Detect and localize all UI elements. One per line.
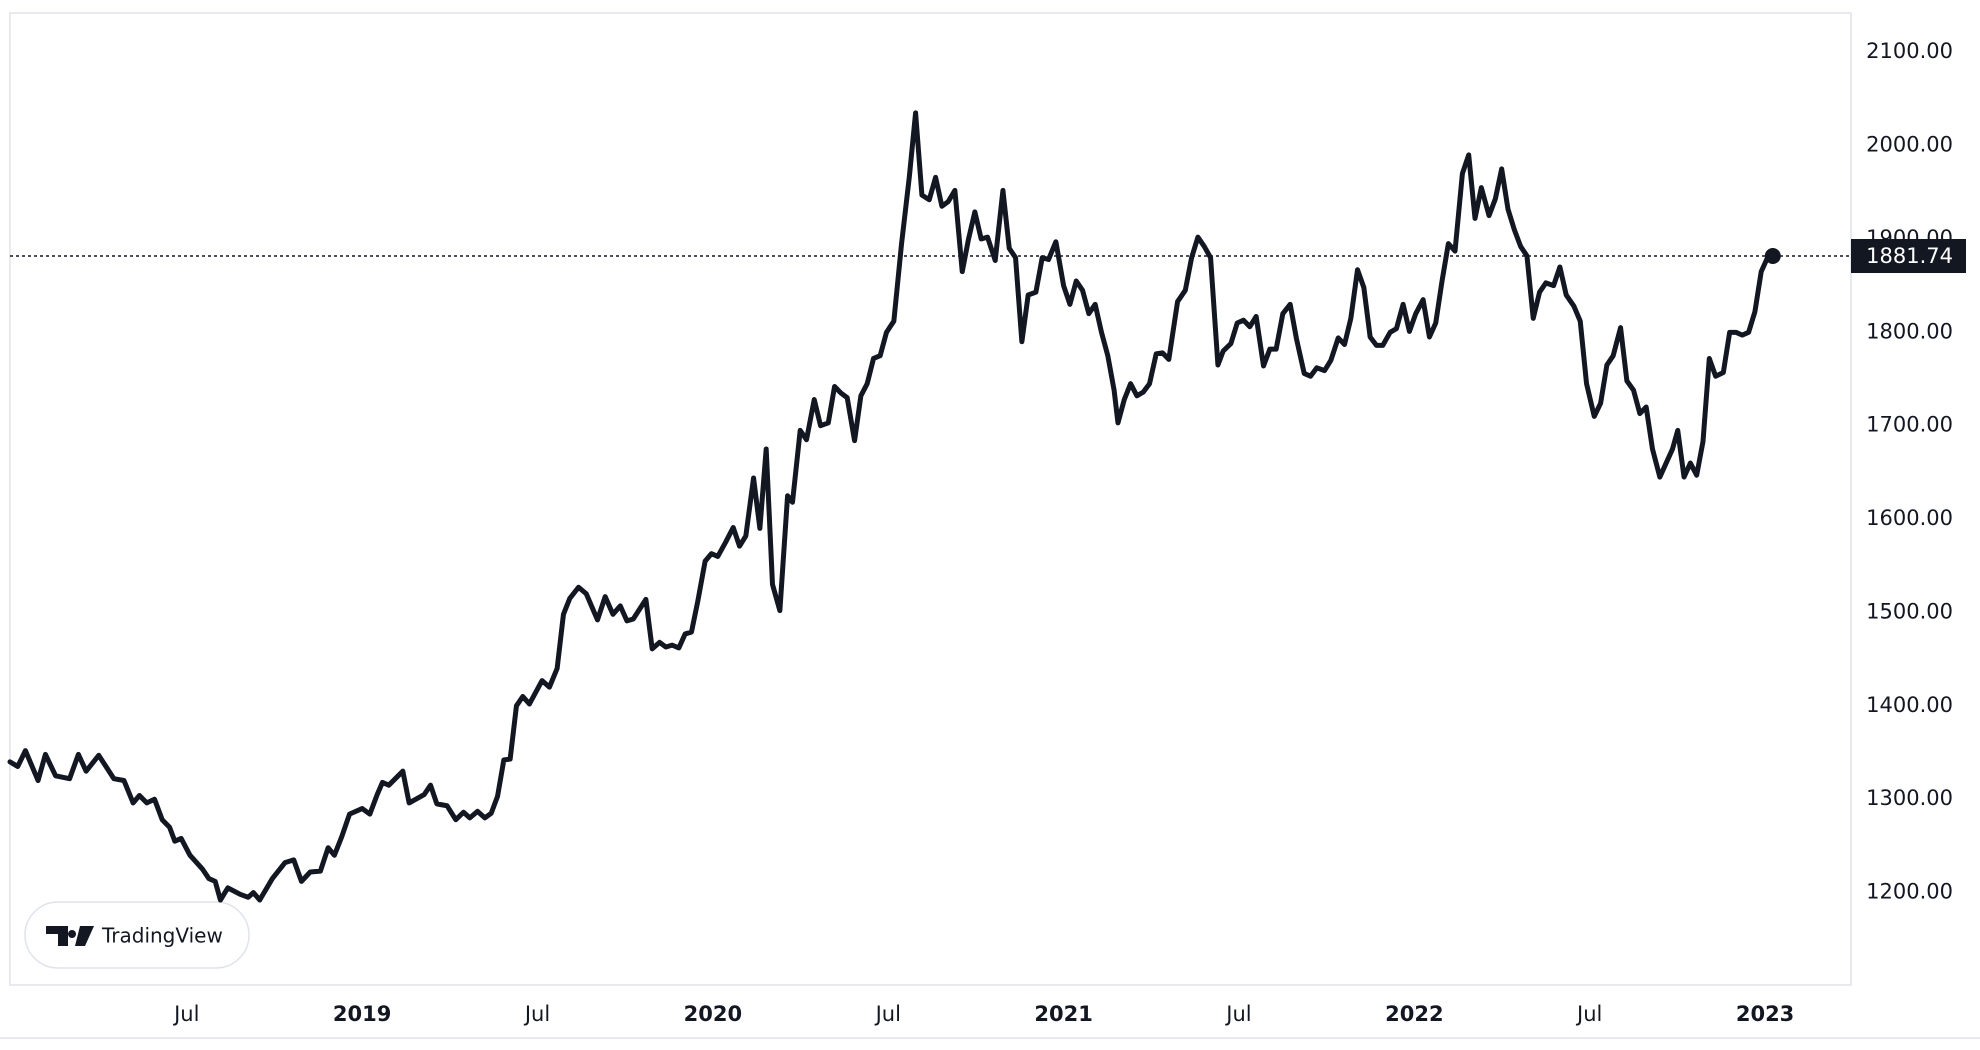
plot-frame	[9, 12, 1852, 986]
y-tick-label: 1600.00	[1866, 506, 1953, 530]
logo-text: TradingView	[101, 924, 223, 948]
x-tick-label: 2019	[333, 1002, 391, 1026]
x-tick-label: 2022	[1385, 1002, 1443, 1026]
y-tick-label: 1200.00	[1866, 880, 1953, 904]
last-price-dot	[1764, 248, 1781, 265]
y-tick-label: 2000.00	[1866, 133, 1953, 157]
x-tick-label: Jul	[874, 1002, 901, 1026]
logo-icon	[46, 926, 94, 946]
y-tick-label: 1300.00	[1866, 786, 1953, 810]
y-tick-label: 1700.00	[1866, 413, 1953, 437]
x-tick-label: 2023	[1736, 1002, 1794, 1026]
last-price-badge	[1851, 239, 1966, 274]
logo[interactable]: TradingView	[24, 901, 250, 969]
y-tick-label: 1800.00	[1866, 319, 1953, 343]
x-tick-label: Jul	[1224, 1002, 1251, 1026]
price-line	[7, 110, 1776, 903]
x-tick-label: Jul	[523, 1002, 550, 1026]
x-tick-label: 2021	[1034, 1002, 1092, 1026]
y-tick-label: 1500.00	[1866, 599, 1953, 623]
x-tick-label: 2020	[684, 1002, 742, 1026]
x-tick-label: Jul	[172, 1002, 199, 1026]
x-tick-label: Jul	[1575, 1002, 1602, 1026]
logo-badge[interactable]	[24, 901, 250, 969]
y-tick-label: 1400.00	[1866, 693, 1953, 717]
y-tick-label: 2100.00	[1866, 39, 1953, 63]
last-price-label: 1881.74	[1866, 244, 1953, 268]
